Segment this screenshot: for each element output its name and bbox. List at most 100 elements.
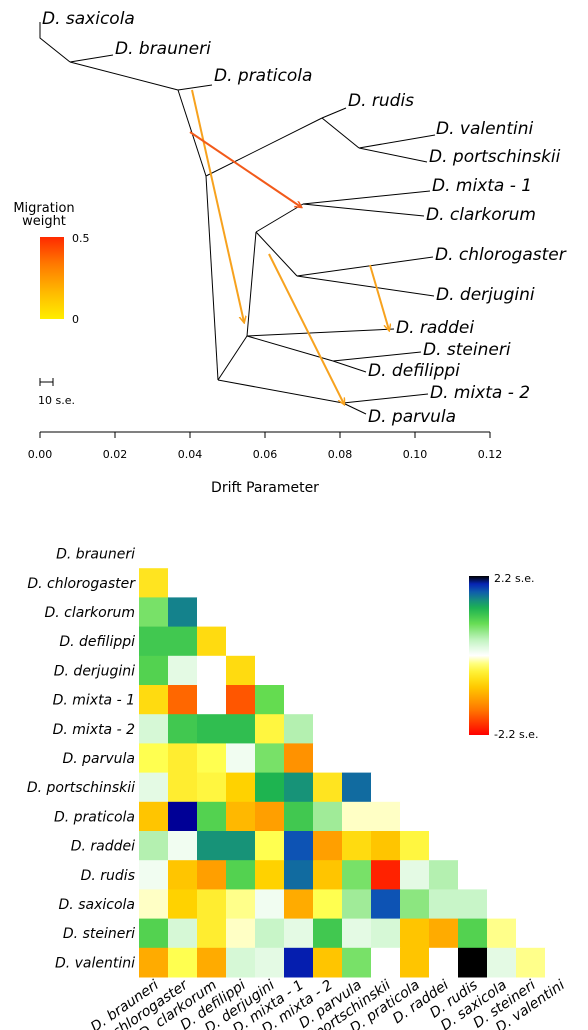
heatmap-cell: [284, 801, 314, 832]
heatmap-row-label: D. brauneri: [56, 547, 135, 563]
heatmap-cell: [313, 714, 343, 744]
heatmap-cell: [371, 889, 401, 920]
heatmap-cell: [197, 831, 227, 861]
heatmap-cell: [342, 831, 372, 861]
heatmap-cell: [139, 714, 169, 744]
heatmap-cell: [139, 947, 169, 978]
heatmap-row-label: D. steineri: [63, 926, 135, 942]
branch: [246, 231, 257, 337]
heatmap-cell: [226, 714, 256, 744]
branch: [296, 256, 434, 277]
branch: [255, 231, 298, 277]
heatmap-cell: [226, 655, 256, 686]
heatmap-cell: [429, 947, 459, 978]
heatmap-cell: [284, 831, 314, 861]
heatmap-cell: [139, 539, 169, 569]
heatmap-cell: [168, 743, 198, 774]
heatmap-cell: [400, 831, 430, 861]
heatmap-cell: [139, 860, 169, 890]
migration-edge: [369, 264, 389, 330]
heatmap-cell: [545, 947, 575, 978]
heatmap-cell: [429, 860, 459, 890]
heatmap-cell: [139, 801, 169, 832]
heatmap-cell: [226, 831, 256, 861]
heatmap-cell: [226, 918, 256, 949]
heatmap-cell: [139, 685, 169, 715]
heatmap-cell: [139, 918, 169, 949]
heatmap-cell: [458, 889, 488, 920]
heatmap-cell: [284, 743, 314, 774]
heatmap-cell: [255, 685, 285, 715]
colorbar-gradient: [469, 576, 489, 735]
heatmap-cell: [342, 743, 372, 774]
branch: [39, 22, 71, 63]
axis-tick-label: 0.10: [403, 448, 428, 461]
tip-label: D. raddei: [396, 318, 474, 338]
migration-edge: [191, 89, 244, 322]
heatmap-cell: [487, 947, 517, 978]
heatmap-cell: [197, 772, 227, 803]
branch: [217, 379, 344, 404]
migration-edge: [189, 131, 301, 207]
heatmap-cell: [168, 597, 198, 628]
heatmap-cell: [342, 918, 372, 949]
legend-title: Migration: [13, 201, 74, 216]
tip-label: D. steineri: [423, 340, 511, 360]
branch: [321, 107, 347, 119]
heatmap-cell: [255, 772, 285, 803]
heatmap-cell: [371, 772, 401, 803]
heatmap-row-label: D. defilippi: [59, 634, 135, 650]
tip-label: D. derjugini: [436, 285, 535, 305]
heatmap-cell: [313, 947, 343, 978]
heatmap-cell: [313, 889, 343, 920]
legend-title: weight: [22, 214, 66, 229]
heatmap-row-label: D. valentini: [55, 955, 135, 971]
heatmap-cell: [313, 772, 343, 803]
legend-max-label: 0.5: [72, 232, 90, 245]
heatmap-cell: [429, 918, 459, 949]
branch: [302, 203, 425, 217]
heatmap-cell: [139, 831, 169, 861]
tip-label: D. clarkorum: [426, 205, 536, 225]
heatmap-cell: [255, 801, 285, 832]
heatmap-row-label: D. raddei: [71, 839, 135, 855]
heatmap-cell: [197, 860, 227, 890]
heatmap-cell: [284, 714, 314, 744]
branch: [342, 393, 429, 404]
heatmap-cell: [139, 772, 169, 803]
heatmap-row-label: D. parvula: [62, 751, 135, 767]
heatmap-cell: [139, 597, 169, 628]
drift-axis: 0.00 0.02 0.04 0.06 0.08 0.10 0.12 Drift Parame…: [28, 431, 502, 496]
heatmap-row-label: D. chlorogaster: [27, 576, 136, 592]
heatmap-cell: [313, 743, 343, 774]
heatmap-cell: [342, 947, 372, 978]
heatmap-cell: [400, 889, 430, 920]
axis-tick-label: 0.08: [328, 448, 353, 461]
branch: [205, 175, 219, 381]
heatmap-cell: [371, 831, 401, 861]
branch: [332, 360, 367, 373]
tip-label: D. mixta - 1: [432, 176, 532, 196]
heatmap-cell: [139, 568, 169, 598]
heatmap-cell: [226, 743, 256, 774]
heatmap-cell: [168, 626, 198, 657]
heatmap-cell: [458, 918, 488, 949]
heatmap-cell: [400, 918, 430, 949]
heatmap-cell: [284, 685, 314, 715]
tip-label: D. valentini: [436, 119, 533, 139]
heatmap-cell: [342, 801, 372, 832]
branch: [296, 275, 435, 297]
heatmap-row-label: D. saxicola: [59, 897, 135, 913]
heatmap-cell: [139, 743, 169, 774]
heatmap-cell: [313, 831, 343, 861]
heatmap-cell: [197, 685, 227, 715]
heatmap-cell: [400, 801, 430, 832]
legend-color-bar: [40, 237, 64, 319]
heatmap-cell: [516, 918, 546, 949]
heatmap-cell: [342, 772, 372, 803]
residual-heatmap: D. brauneri D. chlorogaster D. clarkorum D.…: [27, 539, 575, 1030]
heatmap-cell: [255, 860, 285, 890]
